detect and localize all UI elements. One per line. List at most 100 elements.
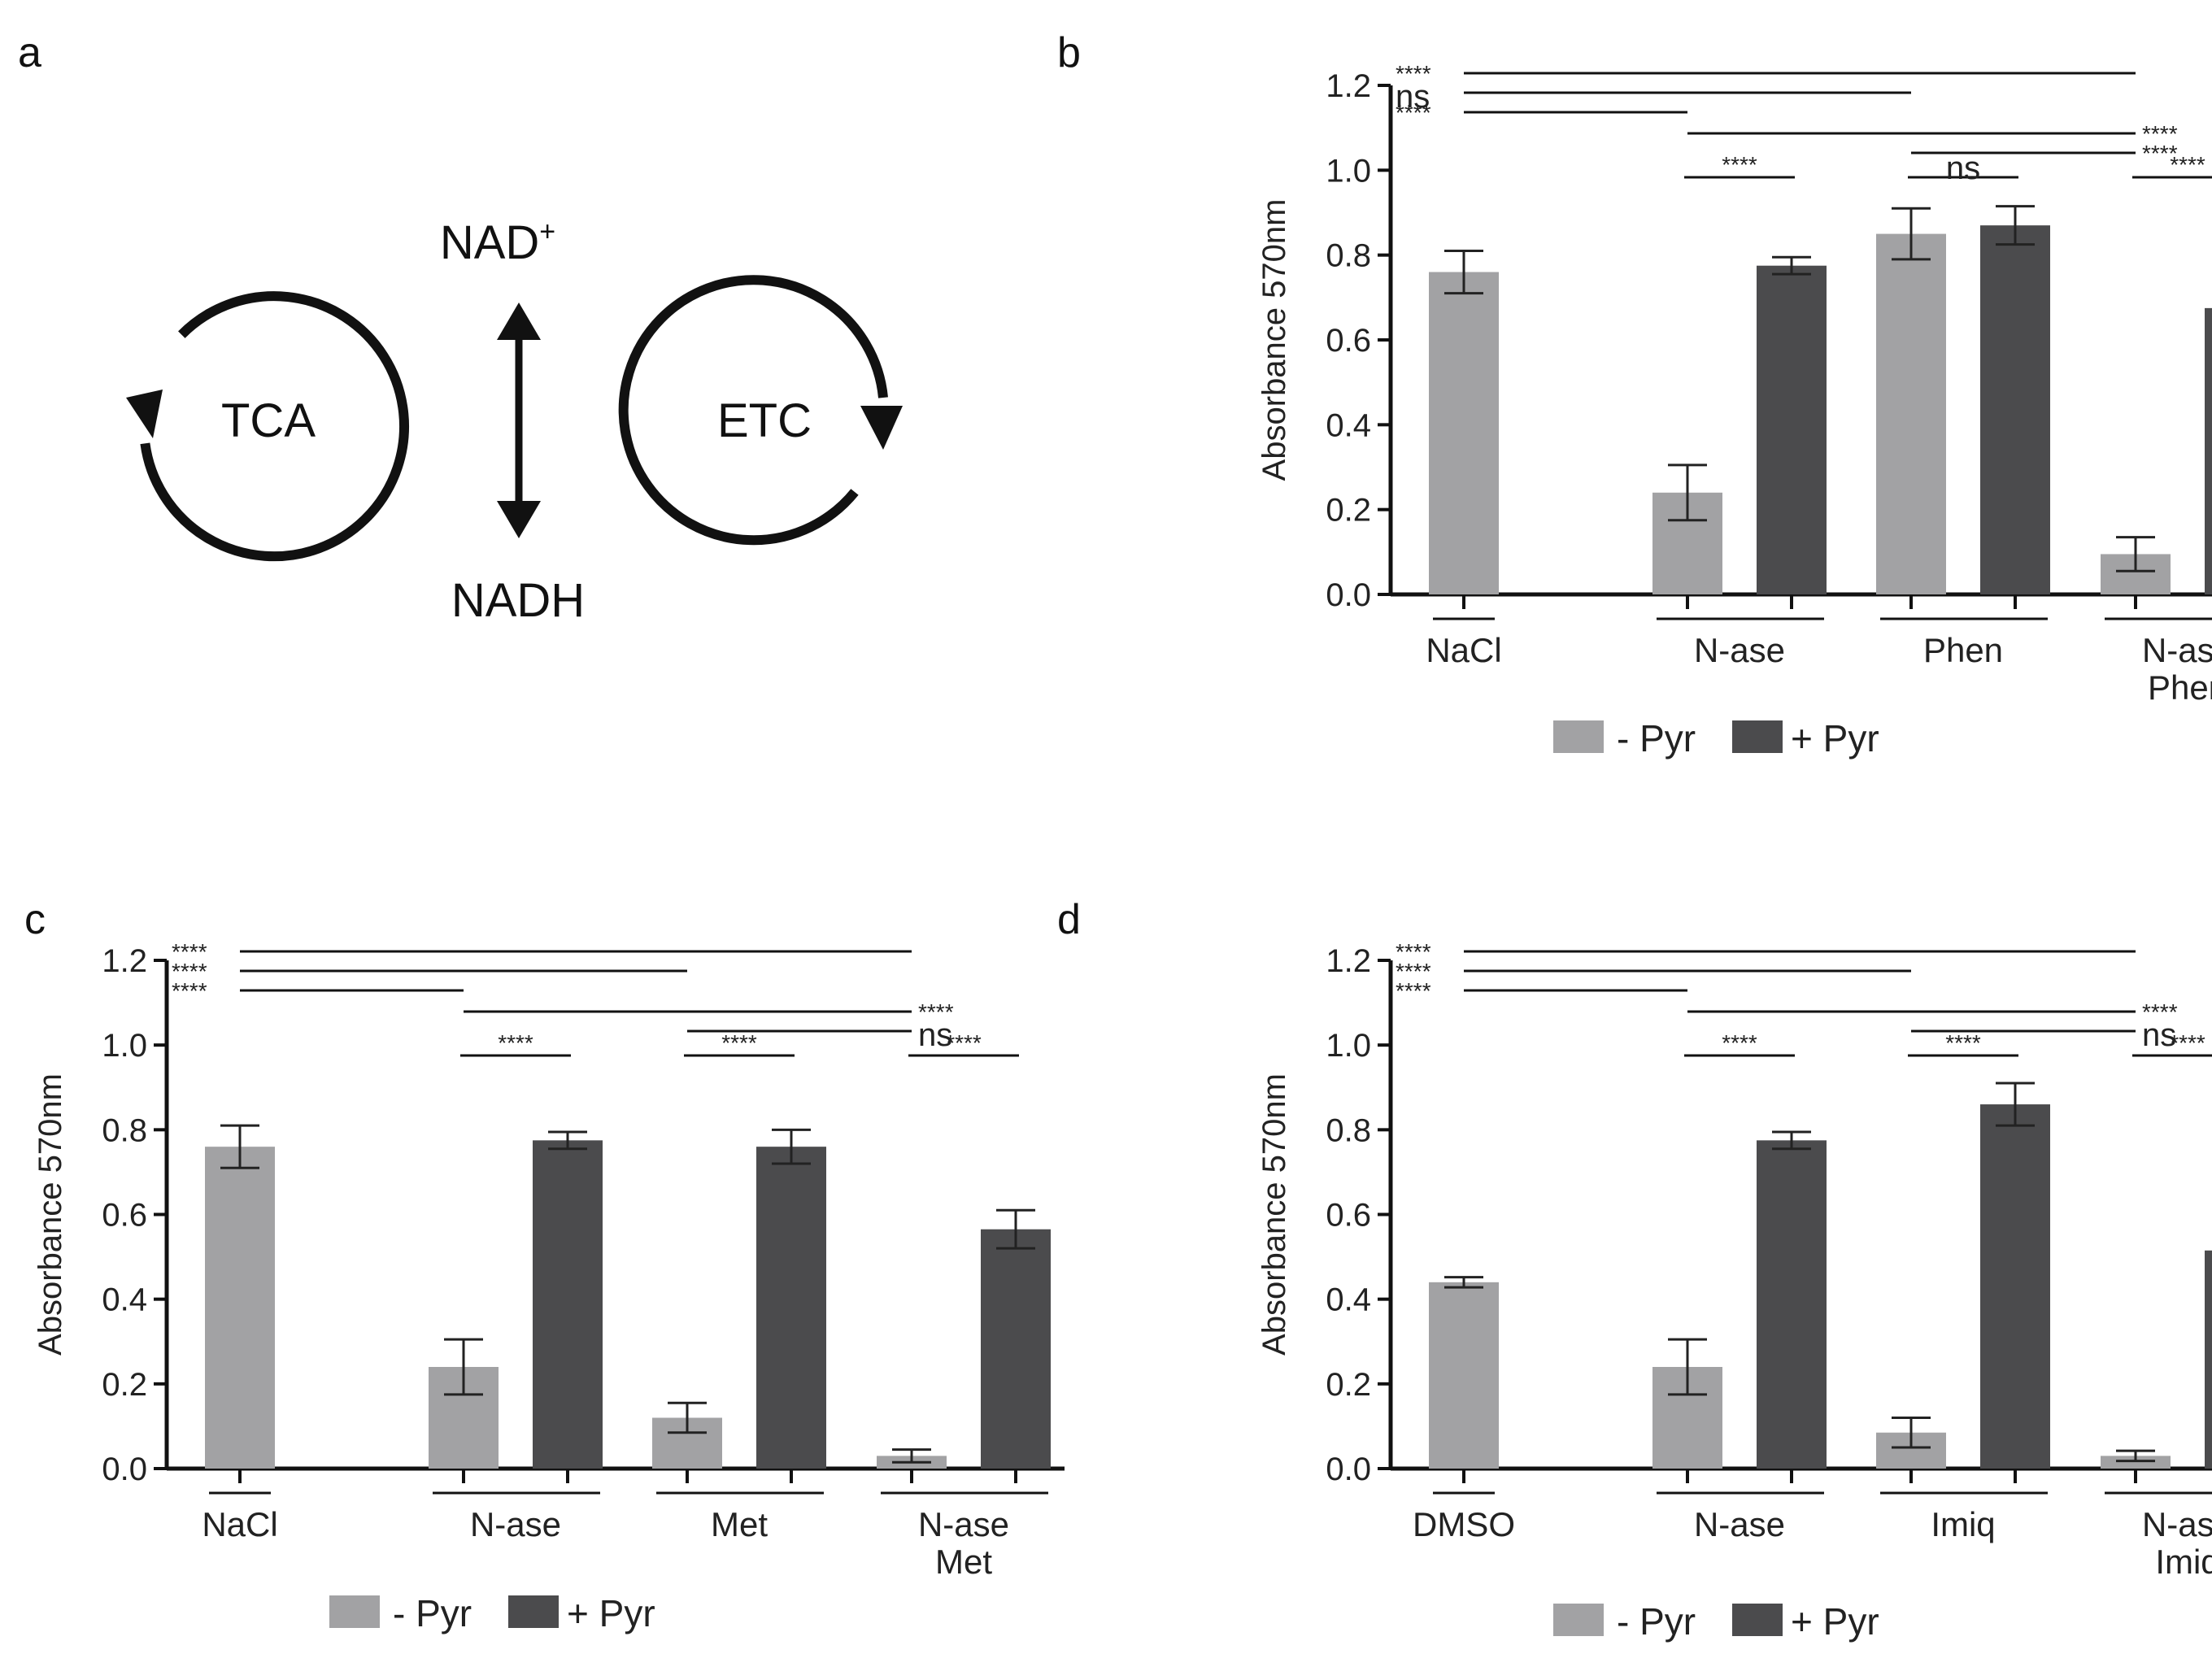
bar: [2101, 1456, 2171, 1469]
bar: [1980, 1104, 2050, 1469]
panel-label-a: a: [18, 29, 41, 76]
nadh-label: NADH: [451, 574, 585, 627]
panel-label-c: c: [24, 896, 46, 943]
significance-label: ns: [1946, 150, 1980, 186]
legend-label-minus-pyr: - Pyr: [1617, 717, 1696, 760]
y-tick-label: 1.0: [102, 1028, 147, 1064]
significance-label: ****: [2142, 999, 2178, 1025]
legend-label-plus-pyr: + Pyr: [1791, 717, 1879, 760]
y-tick-label: 0.4: [1326, 1282, 1371, 1318]
legend-swatch-plus-pyr: [1732, 720, 1783, 753]
bar: [533, 1140, 603, 1469]
significance-label: ****: [1722, 152, 1757, 177]
y-tick-label: 0.0: [102, 1452, 147, 1487]
y-tick-label: 1.2: [1326, 68, 1371, 104]
category-label: Imiq: [2155, 1543, 2212, 1581]
legend-label-minus-pyr: - Pyr: [1617, 1600, 1696, 1643]
category-label: N-ase: [2142, 1505, 2212, 1543]
y-tick-label: 0.8: [1326, 238, 1371, 274]
category-label: N-ase: [470, 1505, 561, 1543]
y-tick-label: 1.0: [1326, 153, 1371, 189]
bar: [2205, 307, 2212, 594]
significance-label: ****: [2170, 1030, 2205, 1055]
category-label: N-ase: [2142, 631, 2212, 669]
significance-label: ****: [1396, 61, 1431, 86]
significance-label: ****: [1945, 1030, 1981, 1055]
legend-swatch-minus-pyr: [329, 1595, 380, 1628]
arrow-down-icon: [497, 501, 541, 538]
bar: [1876, 233, 1946, 594]
bar: [1429, 272, 1499, 594]
y-tick-label: 0.2: [1326, 493, 1371, 529]
nad-plus-label: NAD+: [440, 216, 555, 269]
chart-panel-d: 0.0 0.2 0.4 0.6 0.8 1.0 1.2 Absorbance 570nm DMS…: [1256, 939, 2212, 1643]
legend-swatch-minus-pyr: [1553, 720, 1604, 753]
y-tick-label: 1.0: [1326, 1028, 1371, 1064]
bar: [1429, 1282, 1499, 1469]
y-tick-label: 0.2: [1326, 1367, 1371, 1403]
significance-label: ****: [1396, 100, 1431, 125]
bar: [1980, 225, 2050, 594]
y-axis-label: Absorbance 570nm: [1256, 1073, 1292, 1356]
panel-label-d: d: [1057, 896, 1081, 943]
significance-label: ****: [721, 1030, 757, 1055]
category-label: Imiq: [1931, 1505, 1995, 1543]
significance-label: ****: [2170, 152, 2205, 177]
y-axis-label: Absorbance 570nm: [1256, 199, 1292, 481]
y-tick-label: 0.4: [1326, 407, 1371, 443]
category-label: NaCl: [202, 1505, 277, 1543]
significance-label: ns: [2142, 1017, 2176, 1053]
category-label: Met: [935, 1543, 992, 1581]
y-tick-label: 0.0: [1326, 1452, 1371, 1487]
significance-label: ****: [172, 959, 207, 984]
significance-label: ****: [1722, 1030, 1757, 1055]
bar: [981, 1229, 1051, 1469]
significance-label: ****: [946, 1030, 982, 1055]
significance-label: ****: [918, 999, 954, 1025]
etc-cycle-arrow-icon: [618, 275, 888, 546]
y-tick-label: 0.6: [102, 1198, 147, 1234]
diagram-panel-a: TCA ETC NAD+ NADH: [126, 216, 903, 627]
tca-label: TCA: [221, 394, 316, 447]
legend-swatch-plus-pyr: [1732, 1604, 1783, 1636]
legend-swatch-plus-pyr: [508, 1595, 559, 1628]
category-label: N-ase: [1694, 631, 1785, 669]
significance-label: ****: [1396, 978, 1431, 1003]
legend-label-plus-pyr: + Pyr: [567, 1592, 655, 1634]
significance-label: ****: [498, 1030, 533, 1055]
y-axis-label: Absorbance 570nm: [33, 1073, 68, 1356]
significance-label: ns: [1396, 79, 1430, 115]
chart-panel-c: 0.0 0.2 0.4 0.6 0.8 1.0 1.2 Absorbance 570nm NaC…: [33, 939, 1065, 1634]
significance-label: ****: [172, 939, 207, 964]
nad-label: NAD: [440, 216, 539, 269]
panel-label-b: b: [1057, 29, 1081, 76]
category-label: DMSO: [1413, 1505, 1515, 1543]
nad-superscript: +: [539, 216, 555, 247]
tca-arrowhead-icon: [126, 390, 163, 438]
y-tick-label: 1.2: [1326, 943, 1371, 979]
y-tick-label: 0.6: [1326, 323, 1371, 359]
legend-label-minus-pyr: - Pyr: [393, 1592, 472, 1634]
legend-label-plus-pyr: + Pyr: [1791, 1600, 1879, 1643]
significance-label: ****: [172, 978, 207, 1003]
y-tick-label: 0.6: [1326, 1198, 1371, 1234]
arrow-up-icon: [497, 302, 541, 340]
etc-label: ETC: [717, 394, 812, 447]
y-tick-label: 1.2: [102, 943, 147, 979]
y-tick-label: 0.8: [1326, 1112, 1371, 1148]
category-label: Phen: [1923, 631, 2003, 669]
significance-label: ****: [1396, 939, 1431, 964]
significance-label: ****: [2142, 121, 2178, 146]
significance-label: ns: [918, 1017, 952, 1053]
category-label: NaCl: [1426, 631, 1501, 669]
bar: [1757, 265, 1827, 594]
chart-panel-b: 0.0 0.2 0.4 0.6 0.8 1.0 1.2 Absorbance 570nm NaC…: [1256, 61, 2212, 760]
bar: [2205, 1250, 2212, 1469]
category-label: Met: [711, 1505, 768, 1543]
bar: [1757, 1140, 1827, 1469]
category-label: Phen: [2148, 668, 2212, 707]
legend-swatch-minus-pyr: [1553, 1604, 1604, 1636]
significance-label: ****: [1396, 959, 1431, 984]
category-label: N-ase: [918, 1505, 1009, 1543]
